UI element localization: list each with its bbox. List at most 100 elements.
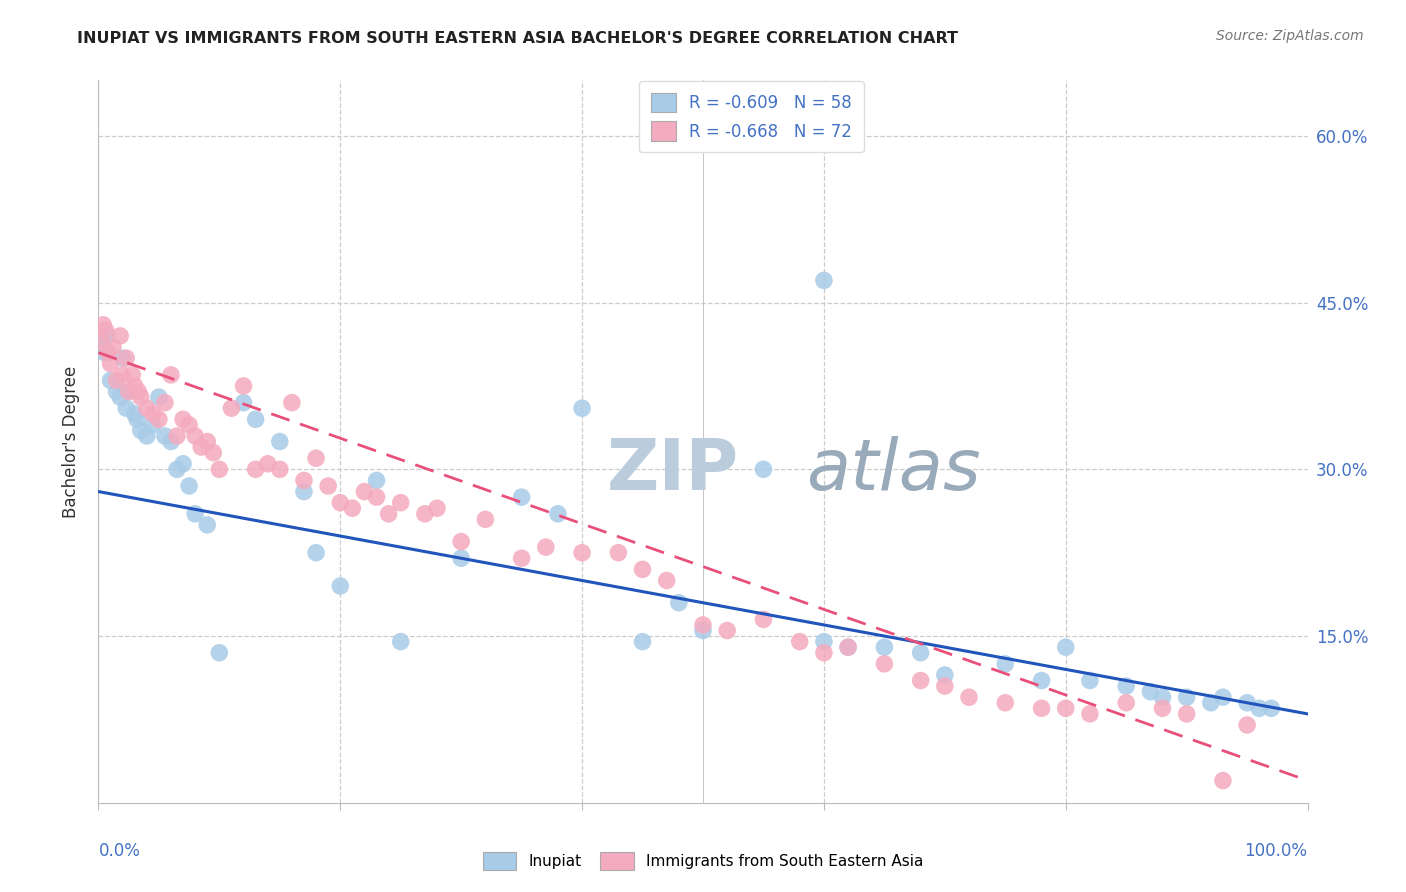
- Y-axis label: Bachelor's Degree: Bachelor's Degree: [62, 366, 80, 517]
- Text: Source: ZipAtlas.com: Source: ZipAtlas.com: [1216, 29, 1364, 43]
- Point: [142, 407, 165, 421]
- Point: [148, 412, 170, 426]
- Point: [208, 646, 231, 660]
- Point: [91, 318, 114, 332]
- Point: [172, 412, 194, 426]
- Point: [115, 351, 138, 366]
- Point: [668, 596, 690, 610]
- Point: [1236, 696, 1258, 710]
- Point: [607, 546, 630, 560]
- Point: [153, 395, 176, 409]
- Point: [184, 507, 207, 521]
- Point: [366, 474, 388, 488]
- Point: [256, 457, 278, 471]
- Point: [100, 373, 122, 387]
- Point: [1078, 706, 1101, 721]
- Point: [389, 496, 412, 510]
- Point: [957, 690, 980, 705]
- Point: [195, 517, 218, 532]
- Point: [105, 384, 128, 399]
- Point: [172, 457, 194, 471]
- Point: [910, 646, 932, 660]
- Point: [108, 329, 131, 343]
- Point: [1212, 690, 1234, 705]
- Point: [292, 484, 315, 499]
- Point: [1054, 640, 1077, 655]
- Legend: Inupiat, Immigrants from South Eastern Asia: Inupiat, Immigrants from South Eastern A…: [477, 846, 929, 876]
- Point: [789, 634, 811, 648]
- Point: [91, 334, 114, 349]
- Point: [342, 501, 364, 516]
- Text: ZIP: ZIP: [606, 436, 738, 505]
- Point: [97, 345, 120, 359]
- Point: [111, 368, 134, 382]
- Point: [692, 624, 714, 638]
- Point: [316, 479, 339, 493]
- Point: [994, 657, 1017, 671]
- Point: [269, 434, 291, 449]
- Point: [118, 384, 141, 399]
- Point: [166, 429, 188, 443]
- Point: [655, 574, 678, 588]
- Point: [873, 657, 896, 671]
- Point: [127, 412, 149, 426]
- Point: [221, 401, 243, 416]
- Point: [1199, 696, 1222, 710]
- Point: [994, 696, 1017, 710]
- Text: atlas: atlas: [806, 436, 980, 505]
- Text: INUPIAT VS IMMIGRANTS FROM SOUTH EASTERN ASIA BACHELOR'S DEGREE CORRELATION CHAR: INUPIAT VS IMMIGRANTS FROM SOUTH EASTERN…: [77, 31, 959, 46]
- Point: [413, 507, 436, 521]
- Point: [101, 340, 124, 354]
- Point: [135, 401, 157, 416]
- Point: [366, 490, 388, 504]
- Legend: R = -0.609   N = 58, R = -0.668   N = 72: R = -0.609 N = 58, R = -0.668 N = 72: [640, 81, 863, 153]
- Point: [105, 373, 128, 387]
- Point: [127, 384, 149, 399]
- Point: [752, 462, 775, 476]
- Point: [873, 640, 896, 655]
- Point: [631, 634, 654, 648]
- Point: [716, 624, 738, 638]
- Point: [90, 334, 112, 349]
- Point: [281, 395, 304, 409]
- Point: [124, 379, 146, 393]
- Point: [389, 634, 412, 648]
- Point: [510, 551, 533, 566]
- Point: [450, 551, 472, 566]
- Point: [934, 668, 956, 682]
- Point: [305, 546, 328, 560]
- Point: [813, 634, 835, 648]
- Point: [232, 395, 254, 409]
- Point: [547, 507, 569, 521]
- Point: [1236, 718, 1258, 732]
- Point: [1152, 701, 1174, 715]
- Point: [121, 368, 143, 382]
- Point: [571, 546, 593, 560]
- Point: [534, 540, 557, 554]
- Point: [510, 490, 533, 504]
- Point: [166, 462, 188, 476]
- Point: [1152, 690, 1174, 705]
- Point: [179, 479, 201, 493]
- Point: [111, 351, 134, 366]
- Point: [571, 401, 593, 416]
- Text: 100.0%: 100.0%: [1244, 842, 1308, 860]
- Point: [135, 429, 157, 443]
- Point: [93, 345, 115, 359]
- Point: [232, 379, 254, 393]
- Point: [837, 640, 859, 655]
- Point: [426, 501, 449, 516]
- Point: [305, 451, 328, 466]
- Point: [1212, 773, 1234, 788]
- Text: 0.0%: 0.0%: [98, 842, 141, 860]
- Point: [179, 417, 201, 432]
- Point: [115, 401, 138, 416]
- Point: [129, 424, 152, 438]
- Point: [245, 412, 267, 426]
- Point: [245, 462, 267, 476]
- Point: [100, 357, 122, 371]
- Point: [94, 323, 117, 337]
- Point: [208, 462, 231, 476]
- Point: [692, 618, 714, 632]
- Point: [329, 496, 352, 510]
